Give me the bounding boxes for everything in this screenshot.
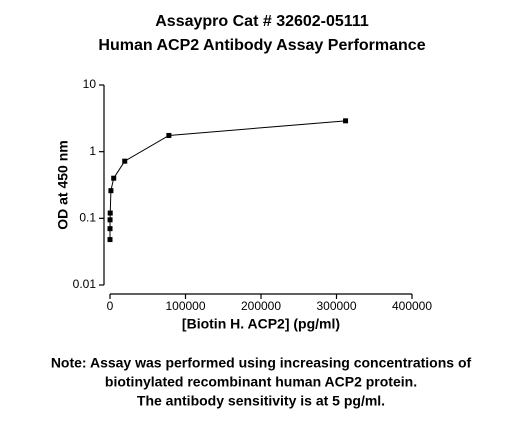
note: The antibody sensitivity is at 5 pg/ml. <box>137 393 385 409</box>
data-point <box>122 158 128 164</box>
chart-title: Human ACP2 Antibody Assay Performance <box>98 37 425 54</box>
x-tick-label: 0 <box>107 299 114 313</box>
x-tick-label: 400000 <box>392 299 432 313</box>
note: Note: Assay was performed using increasi… <box>51 355 472 371</box>
y-tick-label: 10 <box>83 77 97 91</box>
x-tick-label: 300000 <box>316 299 356 313</box>
data-point <box>107 217 113 223</box>
data-line <box>109 120 346 240</box>
x-axis-label: [Biotin H. ACP2] (pg/ml) <box>182 316 340 332</box>
y-tick-label: 1 <box>89 144 96 158</box>
x-tick-label: 200000 <box>241 299 281 313</box>
data-point <box>107 226 113 232</box>
data-point <box>166 132 172 138</box>
data-point <box>111 175 117 181</box>
y-axis-label: OD at 450 nm <box>55 140 71 229</box>
y-tick-label: 0.1 <box>79 211 96 225</box>
note: biotinylated recombinant human ACP2 prot… <box>105 374 417 390</box>
data-point <box>108 188 114 194</box>
data-point <box>107 210 113 216</box>
chart-title: Assaypro Cat # 32602-05111 <box>155 13 369 30</box>
data-point <box>343 118 349 124</box>
x-tick-label: 100000 <box>165 299 205 313</box>
y-tick-label: 0.01 <box>73 277 97 291</box>
data-point <box>107 237 113 243</box>
